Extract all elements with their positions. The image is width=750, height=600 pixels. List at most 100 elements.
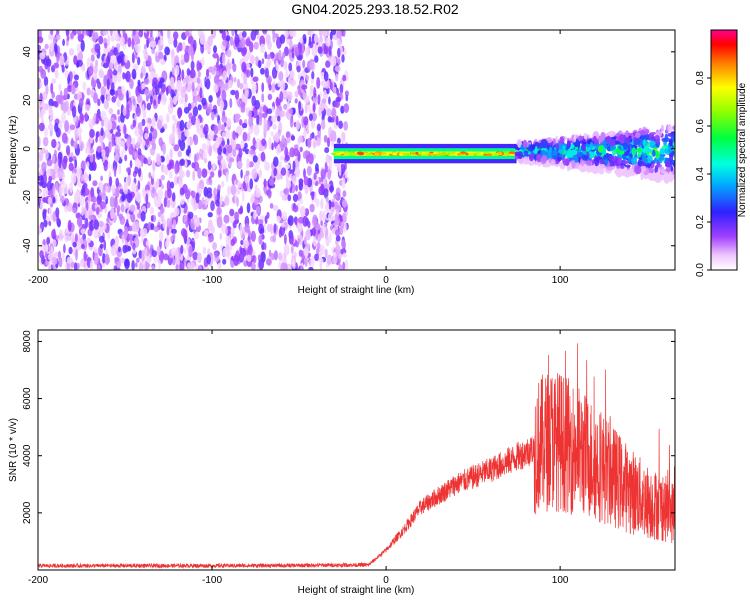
noise-blob	[74, 233, 78, 243]
noise-blob	[276, 98, 281, 105]
noise-blob	[289, 117, 294, 128]
noise-blob	[122, 244, 128, 254]
broadening-blob	[597, 145, 604, 153]
noise-blob	[222, 30, 226, 41]
colorbar-tick-label: 0.8	[695, 71, 706, 85]
noise-blob	[342, 261, 346, 270]
noise-blob	[292, 204, 299, 213]
noise-blob	[293, 251, 297, 258]
noise-blob	[288, 62, 293, 72]
noise-blob	[340, 131, 346, 144]
noise-blob	[176, 79, 182, 92]
noise-blob	[170, 89, 175, 98]
noise-blob	[319, 102, 325, 112]
signal-peak	[432, 151, 439, 155]
noise-blob	[258, 223, 264, 235]
noise-blob	[202, 246, 207, 255]
noise-blob	[136, 204, 141, 210]
noise-blob	[86, 87, 91, 96]
broadening-blob	[574, 146, 579, 150]
noise-blob	[188, 245, 193, 258]
noise-blob	[151, 265, 155, 270]
noise-blob	[259, 43, 266, 54]
noise-blob	[110, 30, 113, 37]
noise-blob	[64, 100, 69, 112]
noise-blob	[44, 244, 49, 252]
noise-blob	[319, 231, 325, 239]
noise-blob	[278, 228, 283, 238]
noise-blob	[246, 158, 250, 169]
noise-blob	[334, 213, 338, 225]
noise-blob	[344, 169, 348, 179]
noise-blob	[302, 92, 307, 101]
noise-blob	[281, 134, 285, 144]
noise-blob	[171, 228, 177, 235]
noise-blob	[156, 245, 161, 256]
noise-blob	[240, 139, 245, 149]
noise-blob	[103, 239, 107, 251]
noise-blob	[264, 161, 270, 171]
noise-blob	[343, 103, 350, 114]
broadening-blob	[583, 132, 588, 140]
noise-blob	[88, 214, 94, 221]
noise-blob	[329, 81, 333, 91]
broadening-blob	[647, 172, 654, 181]
noise-blob	[93, 72, 98, 81]
noise-blob	[38, 189, 42, 196]
noise-blob	[323, 135, 328, 143]
signal-peak	[380, 152, 387, 155]
noise-blob	[131, 182, 137, 194]
noise-blob	[128, 225, 133, 232]
noise-blob	[324, 147, 330, 154]
noise-blob	[226, 138, 230, 146]
noise-blob	[159, 231, 164, 242]
noise-blob	[316, 123, 321, 132]
noise-blob	[116, 72, 122, 83]
noise-blob	[333, 193, 338, 200]
noise-blob	[55, 182, 58, 191]
noise-blob	[110, 55, 117, 64]
noise-blob	[331, 215, 336, 221]
noise-blob	[225, 226, 228, 236]
signal-peak	[377, 151, 381, 155]
noise-blob	[221, 140, 226, 147]
noise-blob	[48, 98, 54, 107]
noise-blob	[119, 36, 125, 47]
noise-blob	[302, 59, 306, 69]
noise-blob	[313, 172, 317, 180]
noise-blob	[298, 100, 302, 112]
noise-blob	[70, 32, 74, 40]
noise-blob	[117, 115, 121, 123]
noise-blob	[104, 253, 110, 266]
noise-blob	[70, 83, 76, 95]
broadening-blob	[581, 154, 589, 161]
signal-peak	[451, 151, 456, 155]
noise-blob	[336, 38, 342, 47]
noise-blob	[288, 108, 294, 115]
noise-blob	[61, 65, 65, 73]
broadening-blob	[669, 159, 675, 166]
noise-blob	[253, 124, 260, 136]
noise-blob	[120, 203, 125, 213]
noise-blob	[160, 174, 165, 181]
noise-blob	[185, 221, 189, 228]
noise-blob	[208, 95, 213, 103]
noise-blob	[62, 158, 67, 170]
noise-blob	[304, 255, 308, 267]
noise-blob	[169, 171, 173, 179]
noise-blob	[298, 182, 303, 191]
noise-blob	[117, 109, 120, 116]
noise-blob	[180, 244, 184, 255]
broadening-blob	[608, 130, 616, 138]
x-tick-label: -100	[202, 275, 222, 286]
noise-blob	[229, 36, 234, 47]
noise-blob	[80, 243, 85, 250]
noise-blob	[137, 136, 143, 144]
noise-blob	[124, 55, 128, 63]
broadening-blob	[563, 160, 570, 164]
noise-blob	[126, 90, 129, 103]
broadening-blob	[628, 168, 634, 175]
noise-blob	[325, 60, 331, 68]
noise-blob	[199, 149, 203, 155]
noise-blob	[243, 73, 248, 85]
